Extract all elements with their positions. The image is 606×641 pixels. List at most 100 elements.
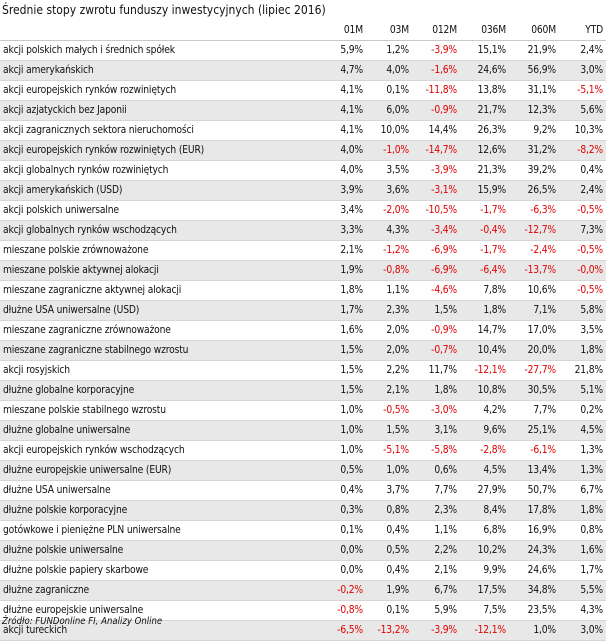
return-060m: 13,4%: [509, 460, 559, 481]
return-01m: 0,0%: [320, 540, 366, 561]
return-036m: 9,6%: [460, 420, 509, 441]
return-036m: 27,9%: [460, 480, 509, 501]
return-03m: 0,4%: [366, 520, 412, 541]
return-036m: -6,4%: [460, 260, 509, 281]
return-060m: -13,7%: [509, 260, 559, 281]
table-row: dłużne USA uniwersalne (USD) 1,7% 2,3% 1,5%…: [0, 300, 606, 321]
return-060m: -6,3%: [509, 200, 559, 221]
return-ytd: 6,7%: [559, 480, 606, 501]
table-row: dłużne europejskie uniwersalne (EUR) 0,5%…: [0, 460, 606, 481]
return-012m: 0,6%: [412, 460, 460, 481]
fund-category-name: akcji polskich małych i średnich spółek: [0, 40, 320, 61]
return-01m: 3,3%: [320, 220, 366, 241]
return-060m: 26,5%: [509, 180, 559, 201]
return-03m: 10,0%: [366, 120, 412, 141]
table-row: dłużne USA uniwersalne 0,4% 3,7% 7,7% 27,9% 5…: [0, 480, 606, 501]
return-036m: -1,7%: [460, 200, 509, 221]
column-header-name: [0, 21, 320, 41]
column-header-ytd: YTD: [559, 21, 606, 41]
fund-category-name: akcji europejskich rynków rozwiniętych (…: [0, 140, 320, 161]
return-03m: 1,5%: [366, 420, 412, 441]
return-012m: -0,7%: [412, 340, 460, 361]
return-01m: 0,3%: [320, 500, 366, 521]
return-012m: -1,6%: [412, 60, 460, 81]
return-012m: 1,1%: [412, 520, 460, 541]
fund-category-name: dłużne USA uniwersalne: [0, 480, 320, 501]
return-ytd: 3,0%: [559, 620, 606, 641]
fund-category-name: mieszane polskie zrównoważone: [0, 240, 320, 261]
return-01m: 1,0%: [320, 420, 366, 441]
table-row: akcji amerykańskich 4,7% 4,0% -1,6% 24,6% 56,…: [0, 60, 606, 81]
return-036m: 13,8%: [460, 80, 509, 101]
return-01m: 0,4%: [320, 480, 366, 501]
fund-category-name: dłużne polskie uniwersalne: [0, 540, 320, 561]
table-row: dłużne polskie korporacyjne 0,3% 0,8% 2,3% 8…: [0, 500, 606, 521]
column-header-036m: 036M: [460, 21, 509, 41]
return-01m: 1,0%: [320, 400, 366, 421]
table-row: akcji azjatyckich bez Japonii 4,1% 6,0% -0,…: [0, 100, 606, 121]
table-row: dłużne polskie papiery skarbowe 0,0% 0,4% 2…: [0, 560, 606, 581]
return-012m: 14,4%: [412, 120, 460, 141]
return-060m: -6,1%: [509, 440, 559, 461]
table-row: mieszane polskie zrównoważone 2,1% -1,2% -6…: [0, 240, 606, 261]
return-036m: 12,6%: [460, 140, 509, 161]
fund-category-name: gotówkowe i pieniężne PLN uniwersalne: [0, 520, 320, 541]
return-ytd: 1,6%: [559, 540, 606, 561]
return-03m: -2,0%: [366, 200, 412, 221]
column-header-01m: 01M: [320, 21, 366, 41]
return-01m: 0,0%: [320, 560, 366, 581]
return-060m: 10,6%: [509, 280, 559, 301]
fund-category-name: akcji zagranicznych sektora nieruchomośc…: [0, 120, 320, 141]
return-03m: 6,0%: [366, 100, 412, 121]
return-01m: 0,5%: [320, 460, 366, 481]
return-036m: -1,7%: [460, 240, 509, 261]
return-ytd: 21,8%: [559, 360, 606, 381]
return-060m: 31,2%: [509, 140, 559, 161]
return-012m: -6,9%: [412, 240, 460, 261]
return-03m: 0,1%: [366, 600, 412, 621]
fund-category-name: dłużne europejskie uniwersalne (EUR): [0, 460, 320, 481]
return-036m: 4,5%: [460, 460, 509, 481]
return-036m: 10,8%: [460, 380, 509, 401]
return-036m: 7,5%: [460, 600, 509, 621]
return-01m: 1,8%: [320, 280, 366, 301]
return-03m: 2,2%: [366, 360, 412, 381]
return-03m: -0,5%: [366, 400, 412, 421]
return-ytd: 0,4%: [559, 160, 606, 181]
table-row: akcji europejskich rynków rozwiniętych (…: [0, 140, 606, 161]
return-036m: -12,1%: [460, 620, 509, 641]
return-ytd: -8,2%: [559, 140, 606, 161]
return-036m: 15,1%: [460, 40, 509, 61]
return-012m: -11,8%: [412, 80, 460, 101]
return-060m: 23,5%: [509, 600, 559, 621]
fund-returns-table: 01M 03M 012M 036M 060M YTD akcji polskic…: [0, 21, 606, 641]
return-03m: 1,0%: [366, 460, 412, 481]
return-012m: 6,7%: [412, 580, 460, 601]
return-03m: 0,4%: [366, 560, 412, 581]
return-060m: 31,1%: [509, 80, 559, 101]
table-row: dłużne zagraniczne -0,2% 1,9% 6,7% 17,5% 34,8…: [0, 580, 606, 601]
return-036m: -12,1%: [460, 360, 509, 381]
return-01m: -0,8%: [320, 600, 366, 621]
return-03m: 2,0%: [366, 320, 412, 341]
fund-category-name: mieszane polskie stabilnego wzrostu: [0, 400, 320, 421]
return-012m: -5,8%: [412, 440, 460, 461]
return-03m: 0,1%: [366, 80, 412, 101]
return-01m: 4,1%: [320, 100, 366, 121]
return-ytd: -0,5%: [559, 200, 606, 221]
return-03m: -1,0%: [366, 140, 412, 161]
return-060m: -2,4%: [509, 240, 559, 261]
table-row: mieszane zagraniczne aktywnej alokacji 1,…: [0, 280, 606, 301]
return-03m: -0,8%: [366, 260, 412, 281]
fund-category-name: akcji europejskich rynków rozwiniętych: [0, 80, 320, 101]
table-row: dłużne globalne korporacyjne 1,5% 2,1% 1,8%…: [0, 380, 606, 401]
return-060m: 17,8%: [509, 500, 559, 521]
return-012m: -0,9%: [412, 100, 460, 121]
return-012m: -3,9%: [412, 620, 460, 641]
return-ytd: 5,8%: [559, 300, 606, 321]
return-036m: -0,4%: [460, 220, 509, 241]
return-03m: -13,2%: [366, 620, 412, 641]
return-012m: 1,8%: [412, 380, 460, 401]
table-row: akcji amerykańskich (USD) 3,9% 3,6% -3,1% 15…: [0, 180, 606, 201]
return-ytd: -5,1%: [559, 80, 606, 101]
